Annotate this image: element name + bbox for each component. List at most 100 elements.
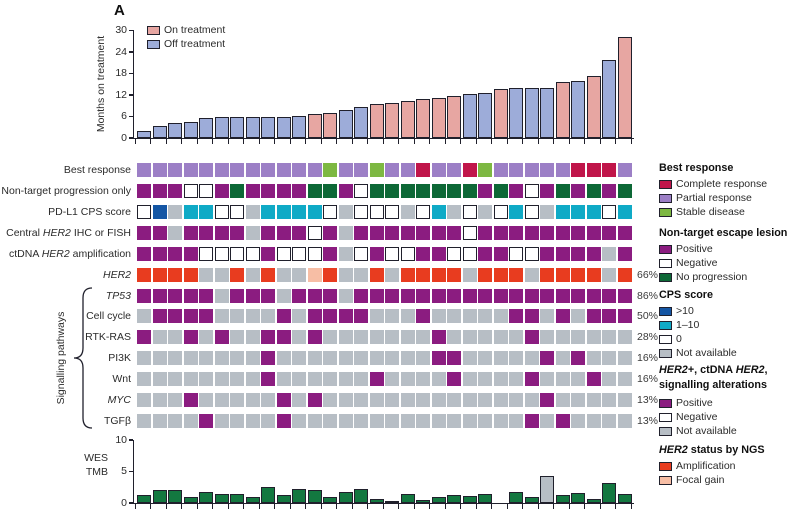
oncoprint-cell [385, 351, 399, 365]
oncoprint-cell [416, 372, 430, 386]
oncoprint-cell [462, 289, 477, 303]
oncoprint-cell [214, 247, 229, 261]
oncoprint-cell [292, 414, 306, 428]
months-x-tick [398, 139, 400, 144]
oncoprint-row-label-segment: PD-L1 CPS score [48, 206, 131, 218]
treatment-bar [416, 99, 430, 138]
legend-item-label: Partial response [676, 192, 752, 204]
oncoprint-cell [261, 205, 275, 219]
oncoprint-cell [524, 330, 539, 344]
oncoprint-cell [540, 414, 554, 428]
months-x-tick [336, 139, 338, 144]
treatment-bar [137, 131, 151, 138]
treatment-bar [571, 81, 585, 138]
oncoprint-row-percentage: 13% [637, 394, 659, 406]
oncoprint-row-label-segment: HER2 [102, 269, 131, 281]
oncoprint-cell [493, 372, 508, 386]
oncoprint-row-label-segment: IHC or FISH [70, 227, 131, 239]
treatment-bar [540, 88, 554, 138]
oncoprint-cell [230, 163, 244, 177]
oncoprint-cell [602, 226, 616, 240]
treatment-bar [369, 104, 384, 138]
oncoprint-cell [586, 289, 601, 303]
oncoprint-cell [338, 414, 353, 428]
oncoprint-cell [447, 330, 461, 344]
tmb-x-tick [491, 504, 493, 509]
tmb-bar [292, 489, 306, 503]
months-x-tick [351, 139, 353, 144]
oncoprint-cell [462, 226, 477, 240]
oncoprint-cell [416, 205, 430, 219]
tmb-bar [276, 495, 291, 503]
oncoprint-cell [323, 184, 337, 198]
months-x-tick [289, 139, 291, 144]
oncoprint-cell [571, 226, 585, 240]
tmb-bar [586, 499, 601, 503]
tmb-bar [230, 494, 244, 503]
oncoprint-cell [400, 184, 415, 198]
oncoprint-cell [261, 289, 275, 303]
oncoprint-cell [462, 163, 477, 177]
oncoprint-cell [555, 289, 570, 303]
oncoprint-cell [338, 309, 353, 323]
legend-section-header-segment: Best response [659, 162, 734, 174]
tmb-x-tick [134, 504, 136, 509]
months-y-tick [129, 115, 133, 118]
oncoprint-cell [385, 163, 399, 177]
oncoprint-cell [493, 226, 508, 240]
oncoprint-row-label: PI3K [0, 352, 131, 365]
oncoprint-cell [385, 414, 399, 428]
oncoprint-cell [524, 372, 539, 386]
oncoprint-cell [354, 330, 368, 344]
oncoprint-cell [509, 393, 523, 407]
months-x-tick [522, 139, 524, 144]
oncoprint-cell [524, 351, 539, 365]
oncoprint-cell [586, 372, 601, 386]
oncoprint-cell [214, 268, 229, 282]
oncoprint-cell [400, 309, 415, 323]
oncoprint-cell [230, 393, 244, 407]
oncoprint-cell [276, 414, 291, 428]
oncoprint-cell [385, 268, 399, 282]
oncoprint-cell [214, 289, 229, 303]
oncoprint-cell [555, 351, 570, 365]
oncoprint-cell [323, 414, 337, 428]
treatment-bar [617, 37, 632, 138]
oncoprint-cell [524, 205, 539, 219]
oncoprint-cell [214, 351, 229, 365]
tmb-y-tick-label: 0 [121, 496, 127, 509]
oncoprint-cell [478, 163, 492, 177]
oncoprint-cell [214, 184, 229, 198]
oncoprint-cell [400, 414, 415, 428]
oncoprint-cell [307, 184, 322, 198]
oncoprint-cell [307, 393, 322, 407]
months-x-tick [196, 139, 198, 144]
tmb-x-tick [274, 504, 276, 509]
oncoprint-cell [245, 414, 260, 428]
months-y-tick-label: 0 [121, 131, 127, 144]
oncoprint-cell [354, 205, 368, 219]
legend-section-header-segment: status by NGS [687, 444, 765, 456]
oncoprint-cell [323, 372, 337, 386]
oncoprint-cell [400, 205, 415, 219]
oncoprint-row-percentage: 66% [637, 269, 659, 281]
oncoprint-cell [261, 351, 275, 365]
tmb-x-tick [398, 504, 400, 509]
oncoprint-cell [524, 393, 539, 407]
oncoprint-cell [431, 330, 446, 344]
oncoprint-cell [168, 163, 182, 177]
panel-label: A [114, 2, 125, 19]
oncoprint-cell [354, 184, 368, 198]
legend-item-label: >10 [676, 305, 694, 317]
oncoprint-cell [292, 372, 306, 386]
oncoprint-cell [555, 226, 570, 240]
oncoprint-cell [385, 205, 399, 219]
oncoprint-cell [307, 163, 322, 177]
oncoprint-cell [261, 309, 275, 323]
legend-item-label: Not available [676, 347, 737, 359]
oncoprint-cell [183, 309, 198, 323]
oncoprint-cell [602, 268, 616, 282]
oncoprint-cell [524, 414, 539, 428]
oncoprint-cell [137, 330, 151, 344]
tmb-x-tick [243, 504, 245, 509]
